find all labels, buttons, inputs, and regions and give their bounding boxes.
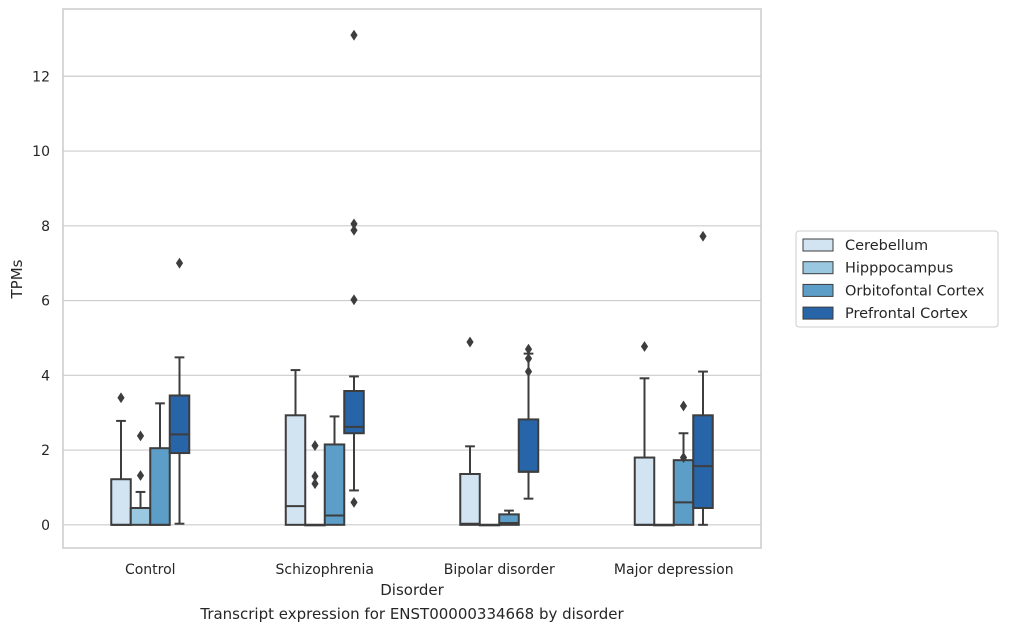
x-tick-label: Schizophrenia [276, 562, 374, 578]
legend-frame [795, 230, 999, 328]
legend-swatch [802, 283, 834, 297]
box-cerebellum [110, 392, 132, 526]
outlier-point [350, 224, 358, 236]
legend-label: Hipppocampus [845, 261, 953, 277]
iqr-box [672, 459, 695, 526]
legend-label: Cerebellum [845, 238, 928, 254]
box-hipppocampus [304, 440, 326, 527]
outlier-point [699, 230, 707, 242]
box-orbitofontal-cortex [672, 400, 695, 526]
outlier-point [175, 257, 184, 269]
box-groups [110, 29, 714, 527]
y-tick-label: 4 [41, 368, 50, 384]
outlier-point [350, 294, 358, 306]
iqr-box [459, 472, 481, 526]
box-orbitofontal-cortex [498, 509, 520, 526]
box-prefrontal-cortex [343, 29, 365, 508]
legend-label: Prefrontal Cortex [845, 306, 968, 322]
box-prefrontal-cortex [692, 230, 714, 526]
box-prefrontal-cortex [517, 343, 540, 500]
iqr-box [168, 394, 191, 455]
outlier-point [311, 470, 319, 482]
x-tick-label: Control [125, 562, 176, 578]
iqr-box [323, 443, 346, 526]
outlier-point [640, 341, 649, 352]
iqr-box [517, 418, 540, 473]
y-tick-label: 10 [32, 144, 50, 160]
iqr-box [129, 507, 152, 526]
iqr-box [498, 513, 520, 526]
y-axis-ticks: 0 2 4 6 8 10 12 [32, 69, 50, 534]
x-tick-label: Bipolar disorder [444, 562, 555, 578]
box-cerebellum [459, 336, 481, 526]
outlier-point [311, 478, 319, 490]
box-hipppocampus [129, 430, 152, 526]
outlier-point [350, 29, 358, 41]
outlier-point [679, 452, 688, 463]
y-tick-label: 12 [32, 69, 50, 85]
legend: Cerebellum Hipppocampus Orbitofontal Corte… [795, 230, 999, 328]
box-hipppocampus [653, 523, 675, 527]
x-tick-label: Major depression [614, 562, 734, 578]
box-orbitofontal-cortex [323, 415, 346, 526]
plot-frame [62, 8, 762, 549]
outlier-point [136, 430, 145, 442]
box-prefrontal-cortex [168, 257, 191, 525]
outlier-point [136, 470, 145, 481]
iqr-box [110, 478, 132, 526]
box-orbitofontal-cortex [149, 402, 171, 526]
box-hipppocampus [478, 523, 501, 527]
legend-label: Orbitofontal Cortex [845, 283, 985, 299]
iqr-box [692, 414, 714, 510]
y-tick-label: 0 [41, 518, 50, 534]
y-tick-label: 6 [41, 294, 50, 310]
iqr-box [149, 447, 171, 526]
outlier-point [350, 218, 358, 230]
y-axis-label: TPMs [8, 259, 26, 299]
outlier-point [679, 400, 688, 412]
outlier-point [524, 343, 533, 355]
outlier-point [524, 366, 533, 377]
iqr-box [284, 414, 307, 526]
legend-swatch [802, 238, 834, 252]
outlier-point [350, 496, 358, 508]
outlier-point [524, 353, 533, 364]
legend-swatch [802, 306, 834, 320]
y-tick-label: 2 [41, 443, 50, 459]
chart-caption: Transcript expression for ENST0000033466… [200, 605, 624, 623]
outlier-point [466, 336, 474, 348]
outlier-point [311, 440, 319, 451]
x-axis-label: Disorder [380, 581, 444, 599]
box-cerebellum [284, 369, 307, 526]
box-cerebellum [633, 341, 656, 526]
legend-swatch [802, 261, 834, 275]
iqr-box [633, 456, 656, 526]
y-tick-label: 8 [41, 219, 50, 235]
x-axis-ticks: Control Schizophrenia Bipolar disorder Majo… [125, 562, 734, 578]
outlier-point [117, 392, 125, 404]
iqr-box [343, 390, 365, 435]
